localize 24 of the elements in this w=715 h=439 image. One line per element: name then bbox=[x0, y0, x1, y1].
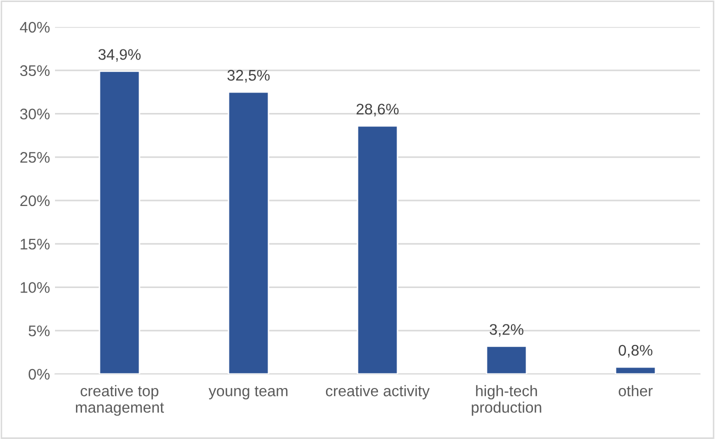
data-label: 34,9% bbox=[98, 49, 141, 62]
y-tick-label: 25% bbox=[20, 152, 50, 163]
bar bbox=[228, 91, 270, 374]
y-tick-label: 15% bbox=[20, 238, 50, 250]
bar bbox=[356, 125, 398, 374]
x-tick-label: young team bbox=[208, 386, 288, 400]
x-tick-label: high-tech production bbox=[472, 385, 542, 416]
y-tick-label: 5% bbox=[28, 326, 50, 336]
y-tick-label: 35% bbox=[20, 65, 50, 76]
y-tick-label: 10% bbox=[20, 282, 50, 293]
y-tick-label: 40% bbox=[20, 22, 50, 33]
bar bbox=[614, 366, 656, 374]
data-label: 3,2% bbox=[490, 324, 524, 337]
y-tick-label: 30% bbox=[20, 108, 50, 120]
x-tick-label: creative top management bbox=[76, 385, 164, 416]
data-label: 28,6% bbox=[356, 104, 399, 116]
x-tick-label: other bbox=[618, 385, 653, 396]
data-label: 32,5% bbox=[227, 70, 270, 83]
y-tick-label: 0% bbox=[28, 368, 50, 380]
bar bbox=[486, 346, 528, 374]
y-tick-label: 20% bbox=[20, 195, 50, 206]
bar bbox=[98, 70, 140, 374]
x-tick-label: creative activity bbox=[326, 385, 430, 400]
data-label: 0,8% bbox=[618, 344, 652, 358]
